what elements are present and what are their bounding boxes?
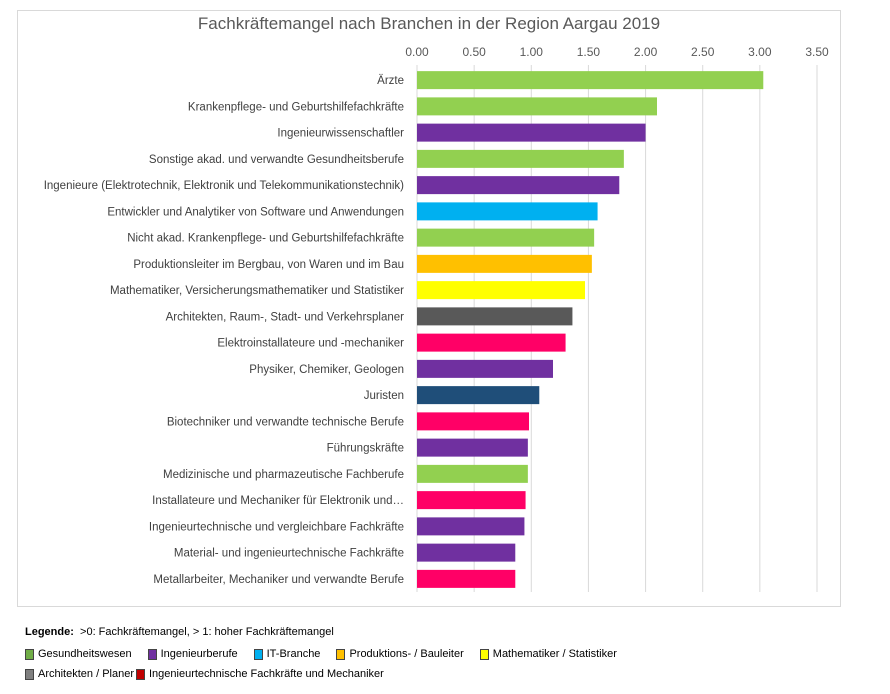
legend-swatch-icon — [147, 648, 157, 660]
category-label: Medizinische und pharmazeutische Fachber… — [163, 469, 404, 481]
x-tick-label: 1.50 — [577, 45, 601, 59]
legend-label: Gesundheitswesen — [38, 648, 132, 660]
bar — [417, 71, 764, 90]
legend-item-produktionsleiter: Produktions- / Bauleiter — [336, 648, 464, 660]
bar — [417, 412, 529, 431]
bar — [417, 543, 516, 562]
legend-label: Produktions- / Bauleiter — [349, 648, 464, 660]
bar — [417, 386, 540, 405]
bar — [417, 228, 595, 247]
x-tick-label: 1.00 — [520, 45, 544, 59]
bar — [417, 438, 528, 457]
category-label: Installateure und Mechaniker für Elektro… — [152, 495, 404, 507]
bar — [417, 123, 646, 142]
legend: Legende: >0: Fachkräftemangel, > 1: hohe… — [25, 626, 633, 684]
category-label: Physiker, Chemiker, Geologen — [249, 364, 404, 376]
bar — [417, 517, 525, 536]
category-label: Entwickler und Analytiker von Software u… — [107, 206, 404, 218]
category-label: Material- und ingenieurtechnische Fachkr… — [174, 548, 404, 560]
legend-swatch-icon — [25, 648, 34, 660]
category-label: Metallarbeiter, Mechaniker und verwandte… — [153, 574, 404, 586]
legend-heading: Legende: — [25, 626, 74, 638]
legend-label: Mathematiker / Statistiker — [492, 648, 617, 660]
legend-swatch-icon — [25, 668, 34, 680]
bar — [417, 464, 528, 483]
x-tick-label: 0.50 — [462, 45, 486, 59]
bar — [417, 333, 566, 352]
legend-item-architekten: Architekten / Planer — [25, 668, 134, 680]
legend-label: IT-Branche — [266, 648, 321, 660]
category-label: Elektroinstallateure und -mechaniker — [217, 338, 404, 350]
legend-item-ingenieurtechnische-fachkraefte: Ingenieurtechnische Fachkräfte und Mecha… — [136, 668, 384, 680]
category-label: Führungskräfte — [327, 443, 404, 455]
x-tick-label: 2.00 — [634, 45, 658, 59]
legend-item-gesundheitswesen: Gesundheitswesen — [25, 648, 132, 660]
bar — [417, 307, 573, 326]
bar — [417, 97, 657, 116]
category-label: Mathematiker, Versicherungsmathematiker … — [110, 285, 404, 297]
bar-chart: 0.00 0.50 1.00 1.50 2.00 2.50 3.00 3.50 Ärzte Kra… — [44, 45, 829, 592]
legend-label: Architekten / Planer — [38, 668, 134, 680]
legend-swatch-icon — [336, 648, 346, 660]
bar — [417, 176, 620, 195]
chart-title: Fachkräftemangel nach Branchen in der Re… — [197, 14, 661, 33]
bar — [417, 491, 526, 510]
category-label: Juristen — [364, 390, 404, 402]
category-label: Ingenieurtechnische und vergleichbare Fa… — [149, 521, 404, 533]
category-label: Sonstige akad. und verwandte Gesundheits… — [149, 154, 404, 166]
category-label: Krankenpflege- und Geburtshilfefachkräft… — [188, 101, 404, 113]
bar — [417, 254, 592, 273]
bar — [417, 569, 516, 588]
category-label: Ingenieure (Elektrotechnik, Elektronik u… — [44, 180, 404, 192]
legend-label: Ingenieurberufe — [160, 648, 238, 660]
bar — [417, 359, 553, 378]
x-tick-label: 3.00 — [748, 45, 772, 59]
legend-item-mathematiker: Mathematiker / Statistiker — [479, 648, 617, 660]
category-label: Produktionsleiter im Bergbau, von Waren … — [133, 259, 404, 271]
legend-label: Ingenieurtechnische Fachkräfte und Mecha… — [149, 668, 384, 680]
x-tick-label: 0.00 — [405, 45, 429, 59]
category-label: Architekten, Raum-, Stadt- und Verkehrsp… — [166, 311, 405, 323]
bar — [417, 281, 585, 300]
category-label: Ärzte — [377, 75, 404, 87]
legend-row-2: Architekten / Planer Ingenieurtechnische… — [25, 664, 633, 684]
category-label: Biotechniker und verwandte technische Be… — [167, 416, 404, 428]
bar — [417, 149, 624, 168]
legend-swatch-icon — [136, 668, 145, 680]
legend-row-1: Gesundheitswesen Ingenieurberufe IT-Bran… — [25, 644, 633, 664]
category-label: Nicht akad. Krankenpflege- und Geburtshi… — [127, 233, 404, 245]
legend-swatch-icon — [253, 648, 263, 660]
x-tick-label: 3.50 — [805, 45, 829, 59]
legend-item-ingenieurberufe: Ingenieurberufe — [147, 648, 238, 660]
legend-item-it-branche: IT-Branche — [253, 648, 321, 660]
x-tick-label: 2.50 — [691, 45, 715, 59]
legend-note: >0: Fachkräftemangel, > 1: hoher Fachkrä… — [80, 626, 334, 638]
legend-intro: Legende: >0: Fachkräftemangel, > 1: hohe… — [25, 626, 633, 638]
legend-swatch-icon — [479, 648, 489, 660]
bar — [417, 202, 598, 221]
category-label: Ingenieurwissenschaftler — [277, 128, 404, 140]
